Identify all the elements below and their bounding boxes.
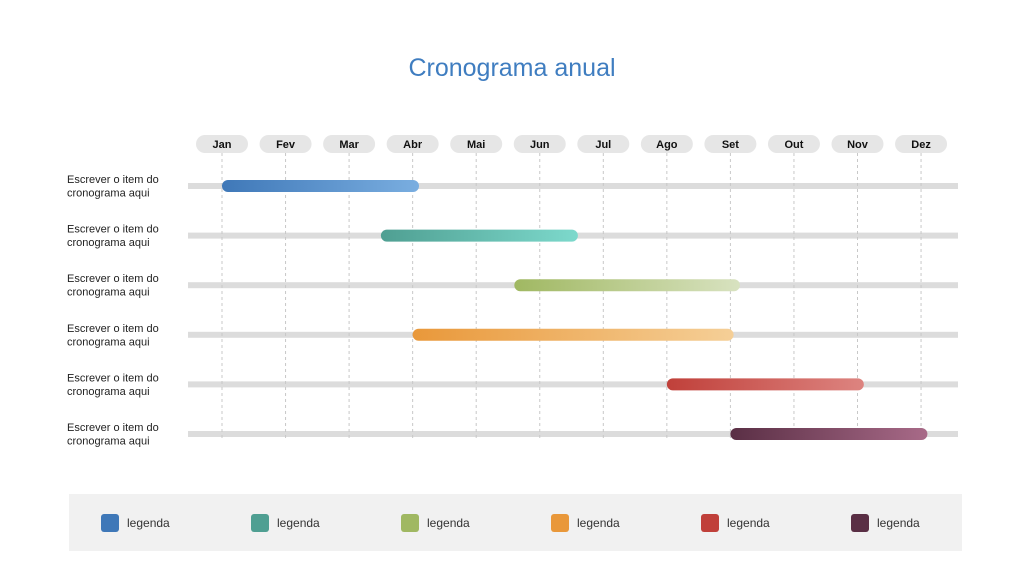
row-track xyxy=(188,431,958,437)
legend-item: legenda xyxy=(251,514,320,532)
month-label: Fev xyxy=(276,139,296,151)
task-bar xyxy=(514,279,740,292)
legend-swatch xyxy=(851,514,869,532)
task-label: Escrever o item do xyxy=(67,273,159,285)
legend-label: legenda xyxy=(427,516,470,530)
month-pill xyxy=(577,135,630,153)
task-bar xyxy=(730,428,928,440)
month-pill xyxy=(259,135,312,153)
month-label: Mar xyxy=(339,139,359,151)
month-label: Ago xyxy=(656,139,678,151)
legend-swatch xyxy=(251,514,269,532)
task-label: Escrever o item do xyxy=(67,422,159,434)
task-bar xyxy=(412,328,734,341)
month-pill xyxy=(831,135,884,153)
month-pill xyxy=(450,135,503,153)
legend-swatch xyxy=(701,514,719,532)
chart-title: Cronograma anual xyxy=(408,54,616,82)
month-pill xyxy=(386,135,439,153)
task-label: Escrever o item do xyxy=(67,372,159,384)
task-bar xyxy=(222,180,420,192)
month-label: Abr xyxy=(403,139,423,151)
month-pill xyxy=(323,135,376,153)
row-track xyxy=(188,381,958,388)
task-label: cronograma aqui xyxy=(67,188,150,200)
legend-swatch xyxy=(551,514,569,532)
legend: legenda legenda legenda legenda legenda legen… xyxy=(69,494,962,551)
month-pill xyxy=(196,135,248,153)
task-label: cronograma aqui xyxy=(67,386,150,398)
month-pill xyxy=(640,135,693,153)
legend-item: legenda xyxy=(101,514,170,532)
task-bar xyxy=(666,378,864,391)
month-pill xyxy=(767,135,820,153)
task-bar xyxy=(380,229,578,242)
month-label: Mai xyxy=(467,139,485,151)
month-label: Jun xyxy=(530,139,550,151)
legend-label: legenda xyxy=(277,516,320,530)
legend-item: legenda xyxy=(701,514,770,532)
legend-item: legenda xyxy=(551,514,620,532)
month-label: Dez xyxy=(911,139,931,151)
month-pill xyxy=(704,135,757,153)
task-label: Escrever o item do xyxy=(67,323,159,335)
legend-label: legenda xyxy=(877,516,920,530)
legend-label: legenda xyxy=(127,516,170,530)
task-label: Escrever o item do xyxy=(67,224,159,236)
month-label: Set xyxy=(722,139,739,151)
month-label: Out xyxy=(784,139,803,151)
row-track xyxy=(188,183,958,189)
legend-label: legenda xyxy=(577,516,620,530)
legend-swatch xyxy=(101,514,119,532)
month-pill xyxy=(513,135,566,153)
month-label: Jan xyxy=(213,139,232,151)
task-label: cronograma aqui xyxy=(67,287,150,299)
month-label: Nov xyxy=(847,139,869,151)
legend-item: legenda xyxy=(851,514,920,532)
task-label: cronograma aqui xyxy=(67,237,150,249)
task-label: Escrever o item do xyxy=(67,174,159,186)
month-label: Jul xyxy=(595,139,611,151)
task-label: cronograma aqui xyxy=(67,336,150,348)
month-pill xyxy=(895,135,948,153)
legend-item: legenda xyxy=(401,514,470,532)
legend-swatch xyxy=(401,514,419,532)
legend-label: legenda xyxy=(727,516,770,530)
task-label: cronograma aqui xyxy=(67,436,150,448)
